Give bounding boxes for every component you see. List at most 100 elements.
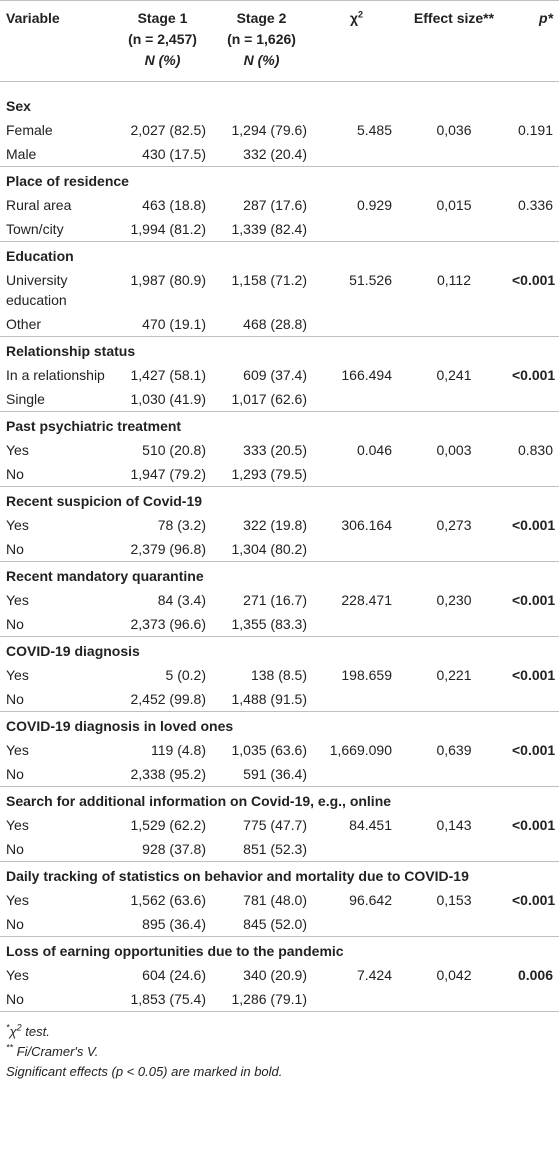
stage1-value: 1,994 (81.2) — [130, 221, 207, 237]
p-value: <0.001 — [512, 892, 556, 908]
section-header-row: Search for additional information on Cov… — [0, 786, 559, 813]
chi-square-value: 0.046 — [356, 442, 392, 458]
effect-size-value: 0,003 — [436, 442, 472, 458]
chi-square-value — [313, 987, 400, 1011]
table-row: Yes 78 (3.2) 322 (19.8) 306.164 0,273 <0.001 — [0, 513, 559, 537]
stage1-value: 895 (36.4) — [142, 916, 206, 932]
section-header-row: Relationship status — [0, 336, 559, 363]
row-label: Female — [6, 122, 53, 138]
stage2-value: 1,035 (63.6) — [231, 742, 308, 758]
chi-square-value — [313, 312, 400, 337]
row-label: Yes — [6, 892, 29, 908]
effect-size-value — [400, 687, 508, 712]
chi-square-value — [313, 762, 400, 787]
row-label: Yes — [6, 442, 29, 458]
chi-square-value: 1,669.090 — [329, 742, 392, 758]
effect-size-value: 0,036 — [436, 122, 472, 138]
stage2-value: 333 (20.5) — [243, 442, 307, 458]
stage2-value: 1,293 (79.5) — [231, 466, 308, 482]
section-title: Recent suspicion of Covid-19 — [0, 486, 559, 513]
stage2-value: 1,017 (62.6) — [231, 391, 308, 407]
effect-size-value — [400, 462, 508, 487]
footnote-effect-size: ** Fi/Cramer's V. — [6, 1042, 99, 1059]
chi-square-value: 0.929 — [356, 197, 392, 213]
table-row: Yes 1,562 (63.6) 781 (48.0) 96.642 0,153 <0.0… — [0, 888, 559, 912]
chi-square-value — [313, 387, 400, 412]
row-label: No — [6, 616, 24, 632]
p-value: 0.830 — [517, 442, 553, 458]
stage2-value: 1,158 (71.2) — [231, 272, 308, 288]
header-variable: Variable — [0, 0, 115, 82]
table-row: Town/city 1,994 (81.2) 1,339 (82.4) — [0, 217, 559, 242]
stage1-value: 1,562 (63.6) — [130, 892, 207, 908]
row-label: Yes — [6, 517, 29, 533]
chi-square-value: 198.659 — [341, 667, 392, 683]
effect-size-value: 0,042 — [436, 967, 472, 983]
stage2-value: 851 (52.3) — [243, 841, 307, 857]
section-title: COVID-19 diagnosis — [0, 636, 559, 663]
row-label: Other — [6, 316, 42, 332]
chi-square-value — [313, 912, 400, 937]
p-value — [508, 312, 559, 337]
stage2-value: 1,294 (79.6) — [231, 122, 308, 138]
chi-square-value: 5.485 — [356, 122, 392, 138]
stage1-value: 119 (4.8) — [151, 742, 206, 758]
section-header-row: COVID-19 diagnosis — [0, 636, 559, 663]
chi-square-value: 228.471 — [341, 592, 392, 608]
effect-size-value: 0,153 — [436, 892, 472, 908]
stage2-value: 845 (52.0) — [243, 916, 307, 932]
effect-size-value — [400, 837, 508, 862]
section-header-row: Recent mandatory quarantine — [0, 561, 559, 588]
effect-size-value: 0,241 — [436, 367, 472, 383]
section-header-row: Education — [0, 241, 559, 268]
stage1-value: 463 (18.8) — [142, 197, 206, 213]
table-row: No 895 (36.4) 845 (52.0) — [0, 912, 559, 937]
section-title: Sex — [6, 98, 31, 114]
table-row: No 2,452 (99.8) 1,488 (91.5) — [0, 687, 559, 712]
p-value — [508, 462, 559, 487]
row-label: In a relationship — [6, 367, 105, 383]
section-header-row: Recent suspicion of Covid-19 — [0, 486, 559, 513]
row-label: No — [6, 541, 24, 557]
p-value — [508, 837, 559, 862]
stage1-value: 2,338 (95.2) — [130, 766, 207, 782]
table-body: Sex Female 2,027 (82.5) 1,294 (79.6) 5.485 0,… — [0, 82, 559, 1012]
row-label: Yes — [6, 817, 29, 833]
section-header-row: Loss of earning opportunities due to the… — [0, 936, 559, 963]
p-value: 0.191 — [517, 122, 553, 138]
stage2-value: 138 (8.5) — [250, 667, 307, 683]
p-value — [508, 217, 559, 242]
row-label: Male — [6, 146, 37, 162]
effect-size-value — [400, 312, 508, 337]
effect-size-value: 0,112 — [437, 272, 471, 288]
section-header-row: Sex — [0, 82, 559, 119]
header-stage1: Stage 1 (n = 2,457) N (%) — [115, 0, 210, 82]
effect-size-value — [400, 762, 508, 787]
p-value: <0.001 — [512, 367, 556, 383]
table-row: Yes 84 (3.4) 271 (16.7) 228.471 0,230 <0.001 — [0, 588, 559, 612]
row-label: Single — [6, 391, 45, 407]
table-row: University education 1,987 (80.9) 1,158 (7… — [0, 268, 559, 312]
effect-size-value: 0,221 — [436, 667, 472, 683]
chi-square-value — [313, 612, 400, 637]
section-header-row: Place of residence — [0, 166, 559, 193]
effect-size-value: 0,639 — [436, 742, 472, 758]
row-label: Yes — [6, 592, 29, 608]
table-header: Variable Stage 1 (n = 2,457) N (%) Stage… — [0, 0, 559, 82]
p-value — [508, 612, 559, 637]
effect-size-value — [400, 217, 508, 242]
section-header-row: Past psychiatric treatment — [0, 411, 559, 438]
stage1-value: 1,030 (41.9) — [130, 391, 207, 407]
stage1-value: 2,452 (99.8) — [130, 691, 207, 707]
table-row: Other 470 (19.1) 468 (28.8) — [0, 312, 559, 337]
stage1-value: 78 (3.2) — [157, 517, 206, 533]
stage2-value: 1,355 (83.3) — [231, 616, 308, 632]
p-value — [508, 762, 559, 787]
table-row: Yes 510 (20.8) 333 (20.5) 0.046 0,003 0.830 — [0, 438, 559, 462]
stage1-value: 5 (0.2) — [165, 667, 206, 683]
section-title: Relationship status — [0, 336, 559, 363]
section-header-row: Daily tracking of statistics on behavior… — [0, 861, 559, 888]
stage1-value: 430 (17.5) — [142, 146, 206, 162]
effect-size-value: 0,143 — [436, 817, 472, 833]
row-label: Yes — [6, 667, 29, 683]
